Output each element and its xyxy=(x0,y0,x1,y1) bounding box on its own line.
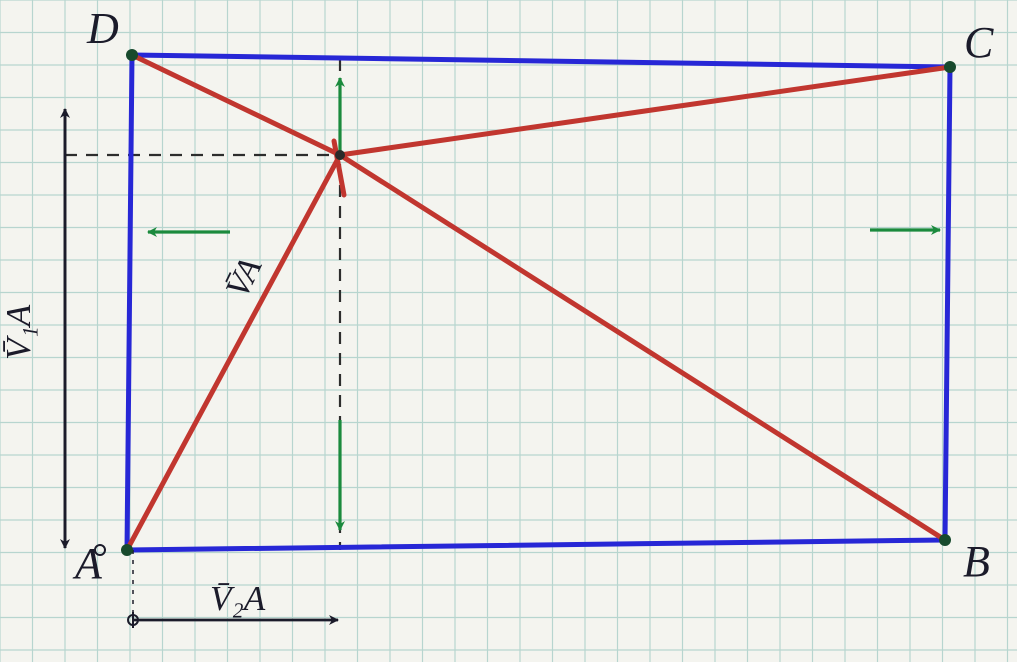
axis-v2a-label: V̄₂A xyxy=(210,579,266,618)
node-C xyxy=(944,61,956,73)
node-A xyxy=(121,544,133,556)
node-B xyxy=(939,534,951,546)
label-B: B xyxy=(963,537,990,586)
label-A: A xyxy=(72,539,103,588)
node-D xyxy=(126,49,138,61)
axis-v1a-label: V̄₁A xyxy=(0,304,38,360)
paper-background xyxy=(0,0,1017,662)
label-D: D xyxy=(86,4,119,53)
label-C: C xyxy=(964,18,994,67)
node-P xyxy=(335,150,345,160)
